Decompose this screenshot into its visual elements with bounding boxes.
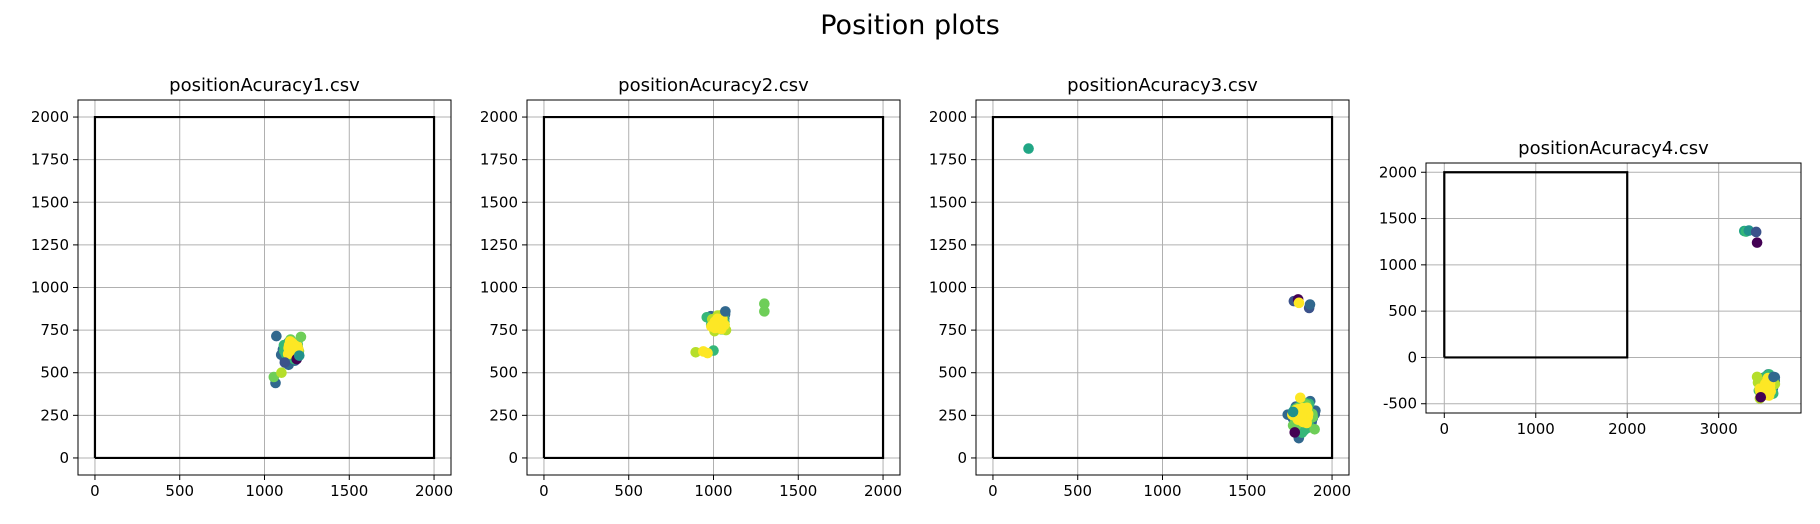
scatter-points	[1023, 143, 1321, 444]
subplot-title: positionAcuracy1.csv	[169, 75, 360, 96]
x-tick-label: 0	[90, 482, 100, 500]
scatter-point	[1301, 417, 1313, 429]
y-tick-label: 750	[40, 321, 69, 339]
scatter-point	[759, 298, 770, 309]
figure-title: Position plots	[820, 10, 1000, 41]
y-tick-label: 250	[489, 406, 518, 424]
y-tick-label: 0	[59, 449, 69, 467]
y-tick-label: 500	[40, 364, 69, 382]
scatter-point	[1295, 392, 1306, 404]
scatter-point	[720, 306, 731, 317]
scatter-point	[271, 330, 282, 342]
x-tick-label: 2000	[1313, 482, 1351, 500]
y-tick-label: 2000	[1379, 163, 1417, 181]
subplot-title: positionAcuracy3.csv	[1067, 75, 1258, 96]
scatter-point	[1751, 237, 1763, 248]
y-tick-label: 1000	[929, 279, 967, 297]
scatter-point	[1289, 427, 1301, 438]
x-tick-label: 500	[165, 482, 194, 500]
scatter-point	[1287, 406, 1299, 418]
x-tick-label: 1500	[779, 482, 817, 500]
x-tick-label: 1000	[1143, 482, 1181, 500]
y-tick-label: 1500	[1379, 210, 1417, 228]
scatter-points	[690, 298, 770, 359]
x-tick-label: 3000	[1700, 420, 1738, 438]
y-tick-label: -500	[1383, 395, 1417, 413]
scatter-point	[1309, 424, 1320, 435]
x-tick-label: 500	[1063, 482, 1092, 500]
boundary-square	[93, 115, 436, 460]
x-tick-label: 1000	[1517, 420, 1555, 438]
scatter-point	[1304, 299, 1316, 310]
y-tick-label: 1750	[31, 151, 69, 169]
x-tick-label: 0	[988, 482, 998, 500]
axes-container: 0 500 1000 1500 2000 0 250 500 750 1000 1250 1500 17…	[31, 75, 1802, 500]
scatter-point	[295, 331, 307, 343]
scatter-point	[1750, 226, 1762, 238]
x-tick-label: 1500	[330, 482, 368, 500]
y-tick-label: 500	[489, 364, 518, 382]
scatter-points	[1738, 225, 1781, 404]
scatter-point	[698, 346, 709, 357]
y-tick-label: 1500	[480, 193, 518, 211]
boundary-square	[542, 115, 885, 460]
y-tick-label: 250	[938, 406, 967, 424]
y-tick-label: 1250	[31, 236, 69, 254]
y-tick-label: 750	[489, 321, 518, 339]
y-tick-label: 1000	[480, 279, 518, 297]
subplot-3: 0 500 1000 1500 2000 0 250 500 750 1000 1250 1500 17…	[929, 75, 1351, 500]
y-tick-label: 250	[40, 406, 69, 424]
y-tick-label: 1500	[31, 193, 69, 211]
y-tick-label: 0	[508, 449, 518, 467]
subplot-title: positionAcuracy2.csv	[618, 75, 809, 96]
axes-frame	[1425, 162, 1802, 414]
scatter-point	[1751, 371, 1763, 383]
scatter-point	[1755, 391, 1767, 403]
boundary-square	[1443, 171, 1629, 359]
subplot-1: 0 500 1000 1500 2000 0 250 500 750 1000 1250 1500 17…	[31, 75, 453, 500]
y-tick-label: 1000	[31, 279, 69, 297]
subplot-title: positionAcuracy4.csv	[1518, 138, 1709, 159]
scatter-point	[279, 357, 291, 368]
scatter-point	[1023, 143, 1034, 154]
y-tick-label: 1750	[929, 151, 967, 169]
scatter-point	[759, 306, 770, 317]
scatter-point	[276, 367, 287, 379]
y-tick-label: 0	[1407, 348, 1417, 366]
subplot-4: 0 1000 2000 3000 -500 0 500 1000 1500 2000 positio…	[1379, 138, 1802, 438]
x-tick-label: 0	[539, 482, 549, 500]
y-tick-label: 2000	[31, 108, 69, 126]
x-tick-label: 1000	[694, 482, 732, 500]
y-tick-label: 1250	[480, 236, 518, 254]
x-tick-label: 1000	[245, 482, 283, 500]
scatter-point	[293, 350, 305, 361]
x-tick-label: 0	[1440, 420, 1450, 438]
y-tick-label: 500	[1388, 302, 1417, 320]
y-tick-label: 2000	[929, 108, 967, 126]
scatter-point	[1301, 402, 1313, 414]
boundary-square	[991, 115, 1334, 460]
y-tick-label: 1500	[929, 193, 967, 211]
y-tick-label: 1750	[480, 151, 518, 169]
y-tick-label: 750	[938, 321, 967, 339]
x-tick-label: 2000	[1608, 420, 1646, 438]
scatter-point	[1768, 371, 1779, 383]
y-tick-label: 1250	[929, 236, 967, 254]
x-tick-label: 2000	[864, 482, 902, 500]
y-tick-label: 500	[938, 364, 967, 382]
x-tick-label: 2000	[415, 482, 453, 500]
x-tick-label: 500	[614, 482, 643, 500]
y-tick-label: 1000	[1379, 256, 1417, 274]
scatter-point	[1293, 297, 1305, 309]
scatter-point	[708, 320, 720, 331]
scatter-point	[1764, 380, 1776, 392]
scatter-points	[268, 330, 307, 389]
y-tick-label: 0	[957, 449, 967, 467]
subplot-2: 0 500 1000 1500 2000 0 250 500 750 1000 1250 1500 17…	[480, 75, 902, 500]
y-tick-label: 2000	[480, 108, 518, 126]
x-tick-label: 1500	[1228, 482, 1266, 500]
